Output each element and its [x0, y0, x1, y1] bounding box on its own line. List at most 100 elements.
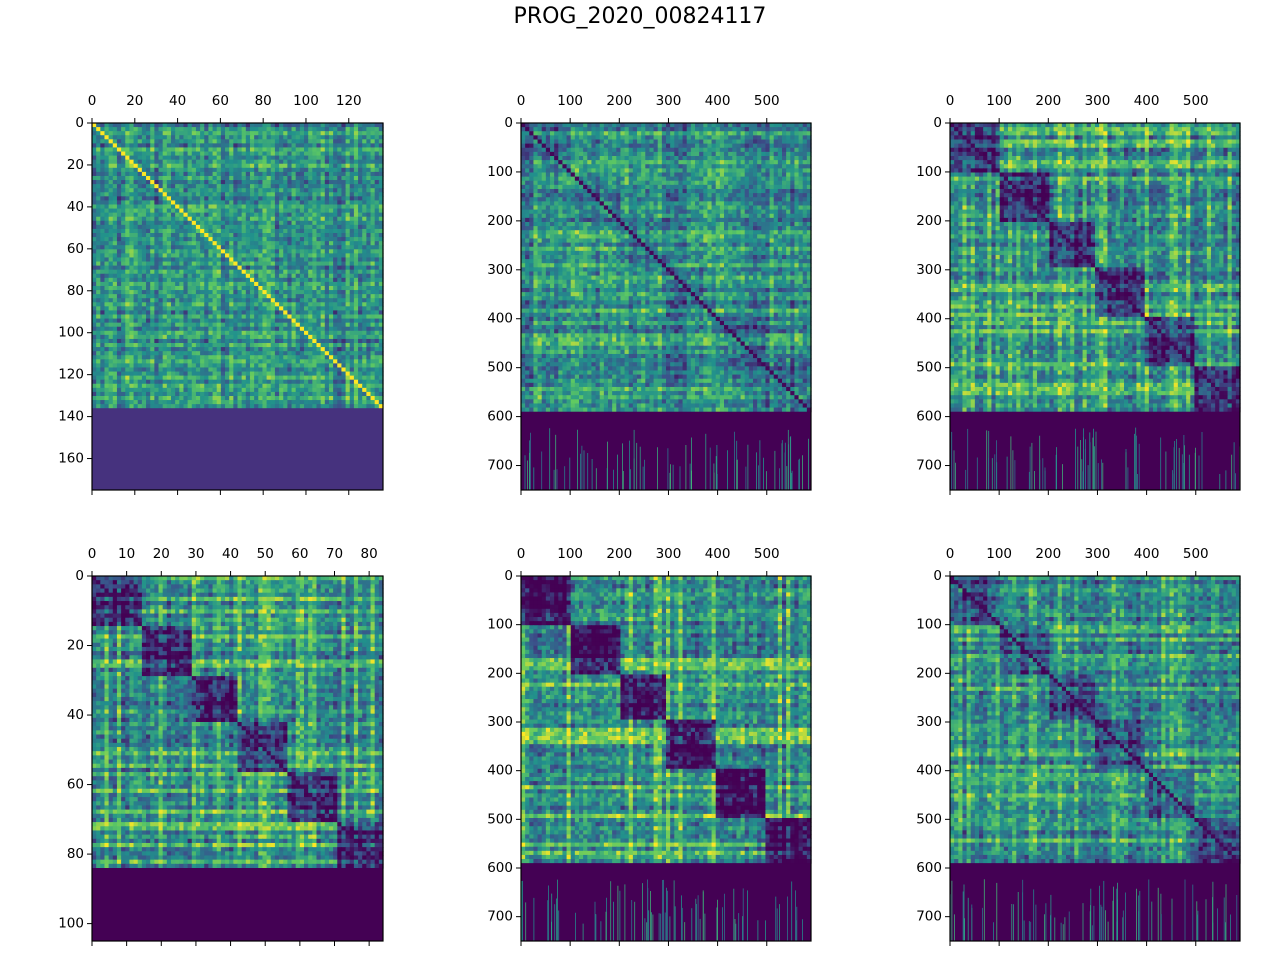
heatmap-cell [337, 172, 342, 177]
heatmap-cell [113, 139, 118, 144]
heatmap-cell [229, 266, 234, 271]
heatmap-cell [225, 225, 230, 230]
heatmap-cell [192, 192, 197, 197]
heatmap-cell [208, 180, 213, 185]
heatmap-cell [146, 168, 151, 173]
heatmap-cell [221, 172, 226, 177]
heatmap-cell [96, 152, 101, 157]
heatmap-cell [250, 253, 255, 258]
heatmap-cell [246, 168, 251, 173]
heatmap-cell [366, 302, 371, 307]
heatmap-cell [117, 135, 122, 140]
heatmap-cell [346, 237, 351, 242]
heatmap-cell [150, 180, 155, 185]
heatmap-cell [179, 237, 184, 242]
heatmap-cell [312, 278, 317, 283]
heatmap-cell [159, 156, 164, 161]
heatmap-cell [196, 123, 201, 128]
heatmap-cell [175, 143, 180, 148]
heatmap-cell [308, 270, 313, 275]
heatmap-cell [375, 253, 380, 258]
heatmap-cell [175, 286, 180, 291]
heatmap-cell [100, 237, 105, 242]
heatmap-cell [225, 221, 230, 226]
heatmap-cell [134, 147, 139, 152]
heatmap-cell [275, 286, 280, 291]
heatmap-cell [146, 188, 151, 193]
heatmap-cell [134, 302, 139, 307]
heatmap-cell [163, 302, 168, 307]
heatmap-cell [159, 180, 164, 185]
heatmap-cell [275, 143, 280, 148]
heatmap-cell [321, 127, 326, 132]
heatmap-cell [321, 188, 326, 193]
heatmap-cell [196, 139, 201, 144]
heatmap-cell [316, 200, 321, 205]
heatmap-cell [200, 180, 205, 185]
heatmap-cell [271, 164, 276, 169]
heatmap-cell [109, 253, 114, 258]
heatmap-cell [300, 196, 305, 201]
heatmap-cell [308, 294, 313, 299]
heatmap-cell [238, 282, 243, 287]
heatmap-cell [117, 290, 122, 295]
heatmap-cell [163, 184, 168, 189]
heatmap-cell [159, 241, 164, 246]
heatmap-cell [300, 282, 305, 287]
heatmap-cell [225, 298, 230, 303]
heatmap-cell [375, 156, 380, 161]
heatmap-cell [287, 160, 292, 165]
heatmap-cell [366, 200, 371, 205]
heatmap-cell [292, 217, 297, 222]
heatmap-cell [146, 160, 151, 165]
heatmap-cell [267, 135, 272, 140]
heatmap-cell [142, 156, 147, 161]
heatmap-cell [196, 286, 201, 291]
heatmap-cell [375, 290, 380, 295]
heatmap-cell [233, 282, 238, 287]
heatmap-cell [150, 152, 155, 157]
heatmap-cell [125, 221, 130, 226]
heatmap-cell [200, 123, 205, 128]
heatmap-cell [121, 245, 126, 250]
heatmap-cell [117, 131, 122, 136]
heatmap-cell [358, 184, 363, 189]
heatmap-cell [167, 233, 172, 238]
heatmap-cell [296, 217, 301, 222]
heatmap-cell [150, 168, 155, 173]
heatmap-cell [296, 274, 301, 279]
heatmap-cell [242, 294, 247, 299]
heatmap-cell [113, 237, 118, 242]
heatmap-cell [246, 188, 251, 193]
heatmap-cell [217, 123, 222, 128]
heatmap-cell [262, 188, 267, 193]
heatmap-cell [325, 160, 330, 165]
heatmap-cell [129, 143, 134, 148]
heatmap-cell [179, 209, 184, 214]
heatmap-cell [208, 286, 213, 291]
heatmap-cell [117, 237, 122, 242]
heatmap-cell [204, 213, 209, 218]
heatmap-cell [188, 286, 193, 291]
heatmap-cell [341, 123, 346, 128]
heatmap-cell [262, 135, 267, 140]
heatmap-cell [104, 278, 109, 283]
heatmap-cell [362, 176, 367, 181]
heatmap-cell [229, 123, 234, 128]
heatmap-cell [154, 147, 159, 152]
heatmap-cell [233, 221, 238, 226]
heatmap-cell [254, 262, 259, 267]
heatmap-cell [333, 213, 338, 218]
heatmap-cell [262, 147, 267, 152]
heatmap-cell [375, 278, 380, 283]
heatmap-cell [283, 204, 288, 209]
heatmap-cell [183, 127, 188, 132]
heatmap-cell [171, 270, 176, 275]
heatmap-cell [154, 217, 159, 222]
heatmap-cell [117, 209, 122, 214]
heatmap-cell [109, 229, 114, 234]
heatmap-cell [208, 213, 213, 218]
heatmap-cell [279, 253, 284, 258]
heatmap-cell [150, 184, 155, 189]
heatmap-cell [146, 209, 151, 214]
